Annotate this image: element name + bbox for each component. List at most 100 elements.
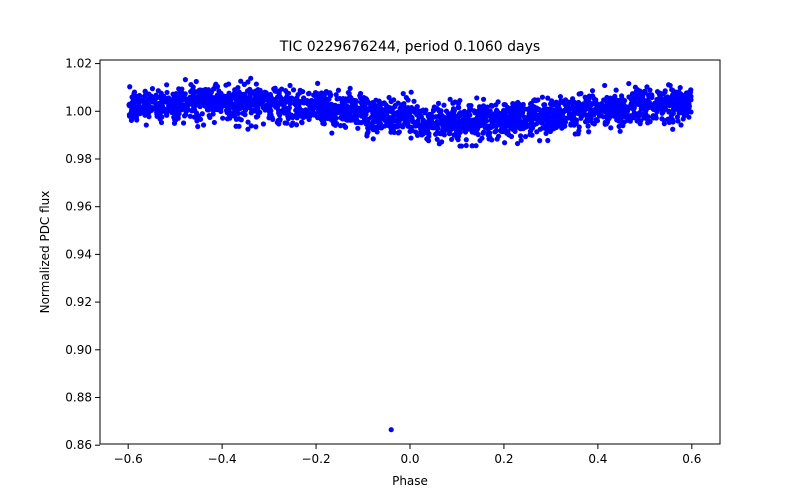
data-point: [200, 122, 207, 128]
data-point: [142, 112, 148, 118]
data-point: [358, 107, 364, 113]
data-point: [260, 121, 267, 127]
data-point: [270, 116, 276, 123]
data-point: [129, 115, 135, 121]
data-point: [557, 93, 564, 100]
data-point: [537, 126, 543, 132]
data-point: [687, 89, 694, 95]
data-point: [494, 136, 500, 142]
data-point: [510, 112, 517, 118]
data-point: [562, 102, 568, 108]
data-point: [522, 106, 528, 112]
data-point: [357, 95, 364, 101]
data-point: [180, 102, 186, 108]
scatter-points: [126, 75, 694, 433]
data-point: [614, 99, 620, 105]
data-point: [410, 106, 417, 112]
data-point: [257, 101, 263, 107]
data-point: [500, 110, 506, 116]
data-point: [499, 125, 505, 132]
data-point: [146, 109, 152, 115]
data-point: [361, 114, 367, 120]
data-point: [543, 130, 549, 136]
data-point: [272, 99, 278, 105]
data-point: [659, 110, 665, 116]
data-point: [534, 116, 540, 122]
data-point: [370, 110, 376, 116]
data-point: [683, 110, 690, 116]
data-point: [211, 119, 217, 126]
data-point: [514, 140, 521, 147]
data-point: [488, 102, 494, 109]
data-point: [673, 106, 679, 112]
data-point: [646, 99, 652, 106]
data-point: [329, 130, 335, 136]
data-point: [586, 129, 592, 135]
data-point: [394, 122, 400, 129]
data-point: [456, 128, 462, 135]
data-point: [202, 86, 209, 93]
data-point: [436, 141, 442, 147]
data-point: [301, 100, 307, 106]
data-point: [601, 97, 607, 103]
data-point: [573, 120, 579, 127]
data-point: [436, 108, 442, 114]
data-point: [674, 114, 681, 120]
data-point: [176, 92, 183, 98]
data-point: [682, 92, 688, 99]
data-point: [396, 129, 402, 135]
data-point: [492, 129, 498, 135]
data-point: [279, 86, 285, 92]
data-point: [341, 122, 347, 129]
data-point: [609, 113, 615, 119]
data-point: [591, 121, 597, 127]
data-point: [198, 87, 204, 93]
data-point: [166, 103, 172, 109]
data-point: [339, 99, 345, 106]
data-point: [578, 90, 584, 97]
data-point: [674, 96, 680, 102]
x-tick-label: −0.2: [301, 452, 330, 466]
data-point: [277, 117, 283, 123]
data-point: [264, 91, 270, 98]
data-point: [260, 104, 266, 111]
data-point: [187, 113, 193, 119]
data-point: [315, 91, 321, 97]
data-point: [220, 115, 226, 121]
data-point: [190, 92, 197, 98]
data-point: [355, 125, 361, 131]
data-point: [454, 121, 460, 127]
data-point: [688, 109, 694, 115]
data-point: [654, 109, 660, 115]
data-point: [143, 122, 149, 128]
data-point: [362, 104, 368, 110]
data-point: [644, 84, 650, 90]
data-point: [165, 106, 171, 113]
data-point: [268, 108, 274, 114]
data-point: [341, 106, 347, 112]
data-point: [180, 120, 187, 126]
data-point: [212, 97, 218, 103]
data-point: [474, 95, 480, 101]
data-point: [550, 111, 556, 117]
data-point: [396, 119, 402, 125]
data-point: [492, 123, 499, 129]
data-point: [365, 125, 371, 131]
data-point: [276, 90, 282, 96]
x-axis-label: Phase: [392, 474, 428, 488]
data-point: [426, 130, 432, 137]
data-point: [320, 107, 326, 113]
data-point: [382, 123, 388, 129]
data-point: [376, 102, 382, 108]
data-point: [377, 120, 384, 127]
data-point: [678, 122, 684, 128]
data-point: [203, 101, 209, 107]
data-point: [245, 88, 251, 94]
data-point: [527, 101, 534, 107]
data-point: [415, 118, 421, 124]
data-point: [374, 129, 380, 135]
data-point: [411, 98, 417, 104]
data-point: [329, 109, 335, 115]
data-point: [663, 102, 669, 108]
data-point: [675, 118, 681, 124]
